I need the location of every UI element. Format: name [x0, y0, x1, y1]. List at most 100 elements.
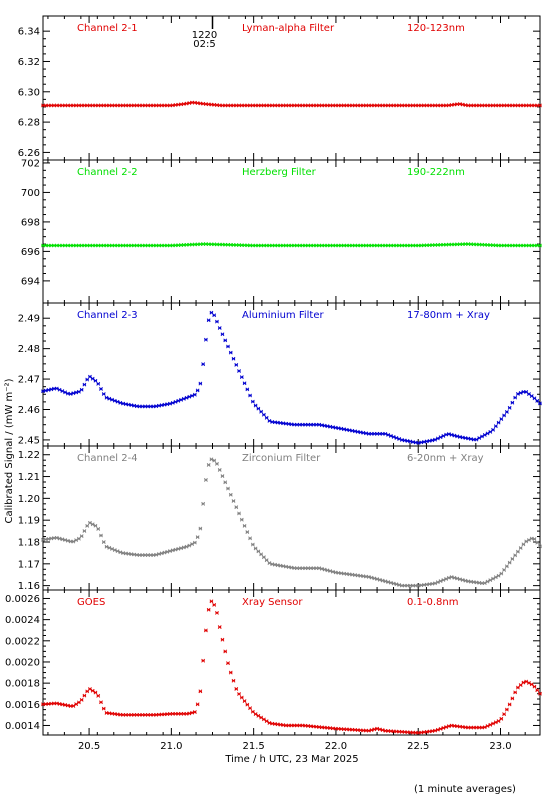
- panel-channel-label: Channel 2-1: [77, 23, 138, 34]
- y-tick-label: 1.20: [18, 494, 40, 505]
- data-point: [165, 402, 170, 407]
- data-point: [126, 402, 131, 407]
- y-axis-title: Calibrated Signal / (mW m⁻²): [4, 378, 15, 523]
- data-point: [179, 397, 183, 402]
- data-point: [250, 542, 255, 547]
- data-point: [162, 550, 167, 555]
- data-point: [388, 580, 393, 585]
- data-point: [319, 566, 324, 571]
- data-point: [317, 422, 322, 427]
- data-point: [446, 432, 451, 437]
- data-point: [228, 670, 233, 675]
- data-point: [107, 396, 112, 401]
- panel-filter-label: Zirconium Filter: [242, 453, 321, 464]
- data-point: [220, 474, 225, 479]
- panel-frame: [42, 589, 541, 736]
- data-point: [480, 434, 484, 439]
- panel-filter-label: Aluminium Filter: [242, 310, 325, 321]
- y-tick-label: 2.48: [18, 344, 40, 355]
- data-point: [237, 692, 241, 696]
- y-tick-label: 6.32: [18, 57, 40, 68]
- data-point: [521, 542, 526, 547]
- data-point: [256, 549, 261, 554]
- data-point: [375, 577, 380, 582]
- panel-frame: [42, 445, 541, 591]
- data-point: [427, 438, 432, 443]
- data-point: [510, 696, 515, 701]
- data-point: [115, 399, 120, 404]
- data-point: [209, 599, 214, 604]
- data-point: [187, 101, 192, 105]
- data-point: [449, 575, 454, 579]
- data-point: [217, 326, 222, 330]
- data-point: [195, 388, 200, 393]
- data-point: [377, 577, 382, 582]
- data-point: [76, 389, 81, 394]
- data-point: [88, 374, 92, 379]
- data-point: [85, 377, 90, 382]
- data-point: [79, 697, 84, 702]
- data-point: [416, 440, 421, 445]
- panel-range-label: 120-123nm: [407, 23, 465, 34]
- data-point: [319, 423, 324, 428]
- y-tick-label: 702: [21, 158, 40, 169]
- data-point: [154, 552, 159, 557]
- data-point: [499, 417, 504, 421]
- data-point: [538, 103, 542, 108]
- panel-filter-label: Herzberg Filter: [242, 167, 317, 178]
- data-point: [325, 424, 330, 429]
- data-point: [65, 538, 70, 543]
- data-point: [223, 649, 228, 654]
- data-point: [46, 388, 51, 392]
- data-point: [419, 440, 424, 445]
- data-point: [380, 578, 385, 583]
- data-point: [65, 703, 70, 708]
- data-point: [248, 706, 253, 711]
- data-point: [256, 406, 261, 411]
- data-point: [366, 728, 371, 733]
- data-point: [82, 693, 87, 698]
- data-point: [438, 726, 443, 731]
- data-point: [159, 551, 164, 556]
- data-point: [179, 546, 183, 551]
- panel-filter-label: Xray Sensor: [242, 597, 303, 608]
- data-point: [220, 332, 225, 337]
- data-point: [502, 712, 507, 717]
- data-point: [101, 706, 106, 711]
- data-point: [466, 436, 471, 441]
- data-point: [203, 478, 208, 482]
- data-point: [41, 389, 45, 394]
- data-point: [491, 427, 495, 432]
- data-point: [452, 433, 457, 438]
- data-point: [325, 568, 330, 573]
- data-point: [239, 375, 244, 380]
- y-tick-label: 6.26: [18, 148, 40, 159]
- data-point: [330, 569, 335, 574]
- data-point: [286, 565, 291, 570]
- data-point: [515, 392, 520, 396]
- panel-range-label: 190-222nm: [407, 167, 465, 178]
- data-point: [408, 439, 413, 444]
- data-point: [261, 555, 266, 560]
- panel-filter-label: Lyman-alpha Filter: [242, 23, 335, 34]
- data-point: [253, 712, 258, 716]
- data-point: [184, 395, 189, 400]
- data-point: [261, 412, 266, 417]
- data-point: [350, 428, 355, 433]
- data-point: [187, 394, 192, 399]
- data-point: [386, 432, 391, 437]
- x-axis-title: Time / h UTC, 23 Mar 2025: [224, 754, 358, 765]
- data-point: [173, 399, 178, 404]
- data-point: [507, 405, 512, 410]
- data-point: [231, 678, 236, 683]
- data-point: [93, 378, 98, 383]
- data-point: [121, 401, 125, 406]
- data-point: [239, 517, 244, 522]
- data-point: [388, 433, 393, 438]
- data-point: [502, 568, 507, 572]
- data-point: [446, 575, 451, 580]
- event-marker-label: 02:5: [193, 39, 215, 50]
- data-point: [46, 536, 51, 541]
- panel-frame: [42, 159, 541, 304]
- data-point: [212, 602, 217, 607]
